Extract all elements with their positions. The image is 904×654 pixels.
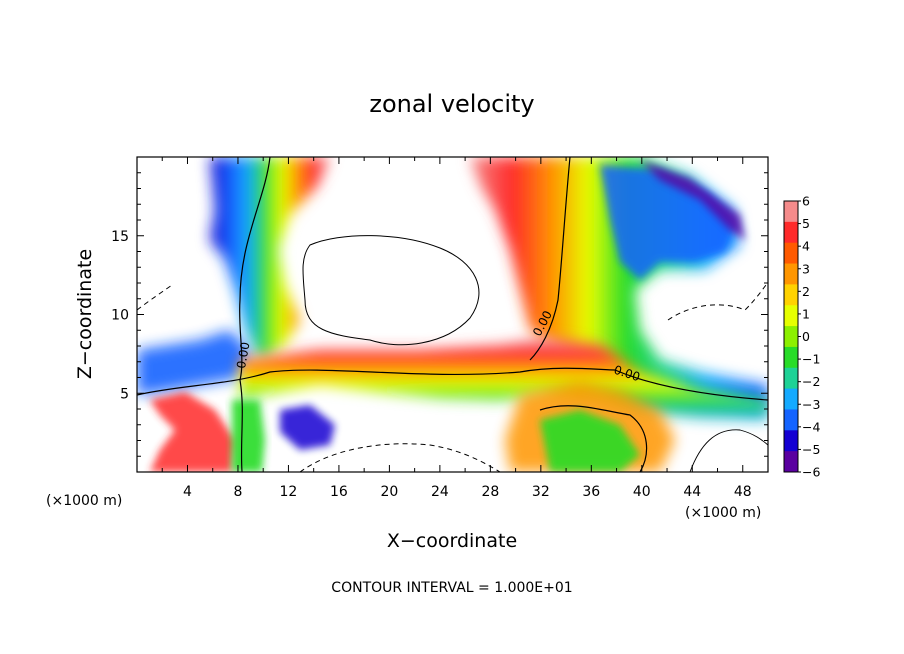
y-axis-ticks: 5 10 15 [111,172,768,457]
colorbar-swatch [784,346,798,369]
colorbar: 6 5 4 3 2 1 0 −1 −2 −3 −4 −5 −6 [783,194,820,480]
colorbar-tick-label: 0 [802,329,810,344]
x-tick-label: 20 [380,484,398,500]
colorbar-tick-label: −1 [802,352,820,367]
x-axis-ticks: 4 8 12 16 20 24 28 32 36 40 44 48 [161,157,752,500]
contour-interval-note: CONTOUR INTERVAL = 1.000E+01 [331,580,572,596]
field-region-center-column [232,400,265,472]
y-axis-title: Z−coordinate [74,249,96,379]
colorbar-swatch [784,409,798,431]
x-tick-label: 40 [633,484,651,500]
field-region-left-band [137,330,250,395]
y-tick-label: 15 [111,229,129,245]
colorbar-swatch [784,451,798,473]
contour-line-thin-right [689,429,768,472]
contour-lines [137,157,768,472]
colorbar-swatch [784,430,798,452]
colorbar-tick-label: 3 [802,261,810,276]
colorbar-tick-label: −5 [802,442,820,457]
x-tick-label: 4 [183,484,192,500]
colorbar-tick-label: 4 [802,239,810,254]
field-region-lower-left [150,392,235,472]
x-tick-label: 28 [481,484,499,500]
colorbar-swatch [784,326,798,348]
colorbar-swatch [784,263,798,285]
x-tick-label: 32 [532,484,550,500]
x-units-left-label: (×1000 m) [46,493,122,509]
colorbar-tick-label: −2 [802,374,820,389]
colorbar-tick-label: 2 [802,284,810,299]
x-axis-title: X−coordinate [387,530,517,552]
colorbar-swatch [784,242,798,265]
colorbar-swatch [784,284,798,306]
colorbar-tick-label: −3 [802,397,820,412]
contour-line-inner-loop [302,235,480,346]
colorbar-swatch [784,388,798,410]
x-tick-label: 12 [280,484,298,500]
x-tick-label: 24 [431,484,449,500]
x-tick-label: 48 [734,484,752,500]
contour-line-dashed-bottom [299,443,501,472]
contour-line-zero-right [529,157,571,361]
x-tick-label: 8 [233,484,242,500]
contour-label-text: 0.00 [234,341,252,370]
contour-label: 0.00 [234,341,252,370]
colorbar-swatch [784,201,798,223]
y-tick-label: 5 [120,386,129,402]
x-tick-label: 16 [330,484,348,500]
field-region-right-fringe [640,160,745,240]
field-region-lower-right-green [540,410,640,472]
x-tick-label: 36 [582,484,600,500]
colorbar-tick-label: 5 [802,216,810,231]
colorbar-swatch [784,221,798,244]
colorbar-tick-label: −6 [802,465,820,480]
x-tick-label: 44 [683,484,701,500]
contour-line-zero-left [239,157,271,472]
contour-line-lower-loop [539,405,648,472]
velocity-field [137,157,768,472]
contour-line-dashed-right [667,282,768,321]
y-tick-label: 10 [111,308,129,324]
colorbar-tick-label: 1 [802,306,810,321]
colorbar-swatch [784,367,798,390]
colorbar-tick-label: 6 [802,194,810,209]
contour-line-zero-band [137,367,768,401]
contour-line-dashed-left [137,284,173,311]
colorbar-tick-label: −4 [802,419,820,434]
colorbar-swatch [784,305,798,327]
x-units-right-label: (×1000 m) [685,505,761,521]
chart-title: zonal velocity [369,90,534,118]
field-region-low-blue [280,405,335,450]
